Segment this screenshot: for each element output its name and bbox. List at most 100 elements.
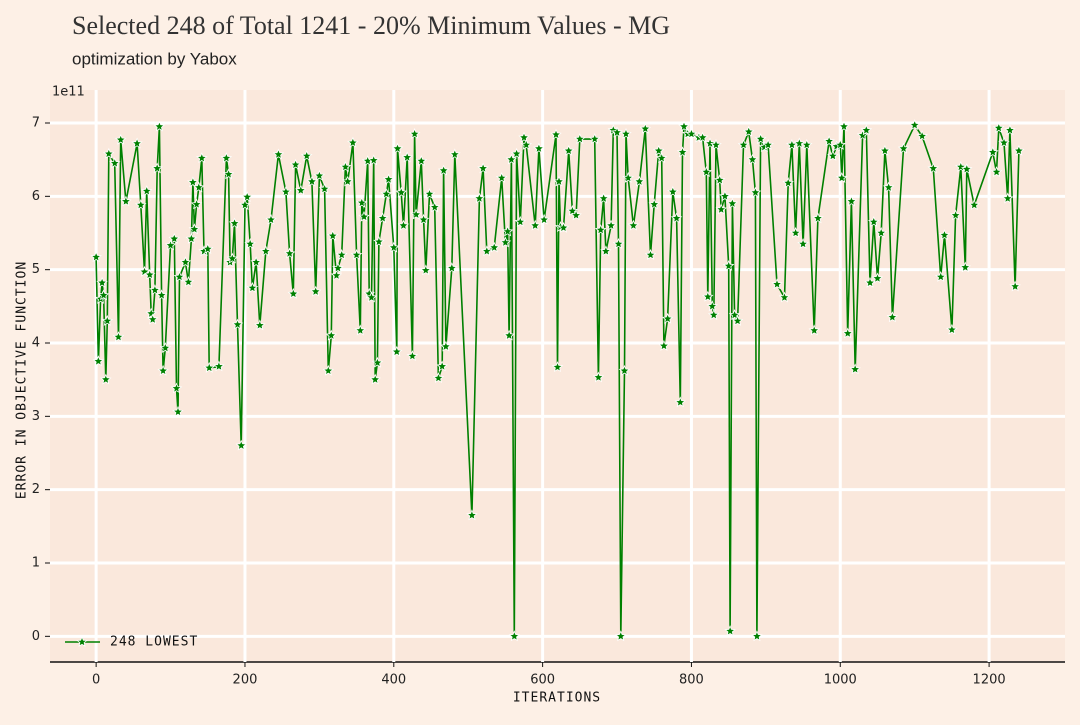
point-marker [842, 327, 854, 339]
point-marker [440, 340, 452, 352]
point-marker [518, 131, 530, 143]
point-marker [114, 133, 127, 145]
point-marker [371, 356, 384, 368]
point-marker [838, 120, 850, 132]
point-marker [648, 198, 660, 210]
point-marker [380, 188, 393, 200]
point-marker [335, 248, 348, 260]
point-marker [533, 142, 545, 154]
point-marker [327, 229, 339, 241]
y-tick-label: 5 [32, 262, 40, 277]
point-marker [96, 276, 108, 288]
point-marker [170, 382, 183, 394]
point-marker [968, 199, 980, 211]
point-marker [241, 191, 253, 202]
point-marker [358, 210, 370, 222]
point-marker [449, 148, 461, 160]
point-marker [550, 128, 562, 140]
point-marker [724, 625, 736, 637]
point-marker [355, 196, 368, 208]
point-marker [510, 147, 523, 159]
point-marker [213, 360, 225, 372]
point-marker [318, 182, 331, 194]
point-marker [138, 265, 151, 277]
point-marker [436, 360, 448, 372]
point-marker [101, 314, 114, 326]
point-marker [185, 232, 198, 244]
point-marker [706, 300, 718, 312]
point-marker [369, 373, 381, 385]
point-marker [309, 285, 322, 297]
point-marker [244, 237, 256, 249]
point-marker [446, 262, 458, 274]
point-marker [722, 259, 735, 271]
point-marker [762, 138, 774, 150]
point-marker [1009, 280, 1021, 292]
point-marker [159, 342, 172, 354]
point-marker [388, 241, 400, 253]
point-marker [987, 146, 999, 158]
point-marker [868, 215, 880, 227]
point-marker [715, 203, 728, 215]
point-marker [501, 225, 514, 237]
point-marker [553, 175, 565, 187]
point-marker [246, 281, 259, 293]
point-marker [144, 268, 156, 280]
point-marker [141, 185, 153, 197]
point-marker [589, 133, 601, 145]
point-marker [927, 162, 939, 174]
point-marker [879, 144, 891, 156]
point-marker [341, 175, 354, 187]
point-marker [347, 136, 359, 148]
point-marker [488, 241, 500, 253]
point-marker [179, 256, 192, 268]
point-marker [702, 290, 714, 302]
point-marker [149, 284, 161, 296]
point-marker [202, 243, 214, 255]
point-marker [423, 188, 436, 200]
point-marker [538, 213, 550, 225]
point-marker [946, 323, 958, 335]
point-marker [574, 133, 586, 145]
point-marker [743, 125, 755, 137]
point-marker [408, 127, 421, 139]
point-marker [751, 630, 763, 642]
point-marker [674, 396, 686, 408]
point-marker [109, 157, 121, 169]
point-marker [508, 630, 521, 642]
point-marker [845, 195, 858, 207]
point-marker [313, 169, 326, 181]
point-marker [860, 124, 873, 136]
point-marker [92, 355, 105, 367]
point-marker [228, 217, 241, 229]
point-marker [849, 363, 861, 375]
point-marker [801, 138, 813, 150]
point-marker [728, 309, 741, 321]
point-marker [301, 149, 313, 161]
point-marker [437, 164, 450, 176]
point-marker [195, 152, 208, 164]
point-marker [808, 324, 820, 336]
point-marker [322, 364, 335, 376]
point-marker [155, 289, 168, 301]
point-marker [562, 144, 575, 156]
point-marker [908, 119, 921, 131]
point-marker [173, 270, 186, 282]
point-marker [916, 130, 928, 142]
x-axis-label: ITERATIONS [513, 691, 601, 706]
point-marker [397, 219, 410, 231]
point-marker [605, 219, 617, 231]
point-marker [272, 148, 285, 160]
point-marker [886, 311, 899, 323]
point-marker [406, 350, 419, 362]
point-marker [990, 166, 1003, 178]
point-marker [611, 126, 623, 138]
point-marker [499, 236, 512, 248]
y-tick-label: 4 [32, 336, 40, 351]
point-marker [726, 197, 739, 209]
point-marker [90, 251, 102, 263]
point-marker [254, 319, 266, 331]
point-marker [168, 232, 180, 244]
point-marker [658, 339, 670, 351]
point-marker [365, 291, 378, 303]
